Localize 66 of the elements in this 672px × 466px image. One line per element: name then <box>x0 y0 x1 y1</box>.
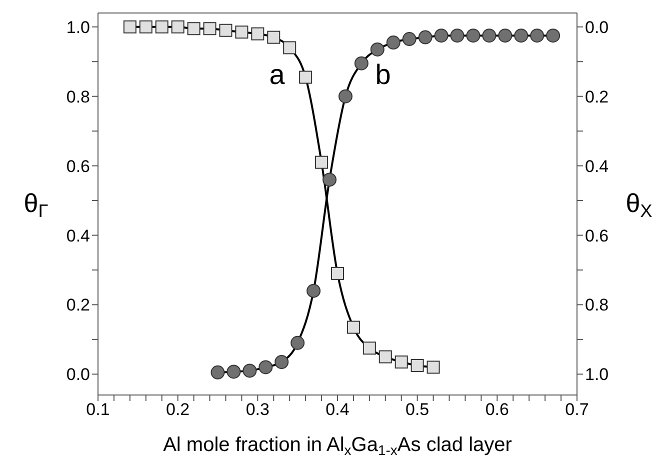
point <box>322 172 337 187</box>
point <box>514 28 528 43</box>
point <box>370 42 384 56</box>
x-tick-label: 0.3 <box>246 400 270 420</box>
point <box>498 28 512 43</box>
point <box>378 350 392 364</box>
point <box>338 89 352 104</box>
point <box>315 156 328 169</box>
point <box>219 24 232 37</box>
point <box>171 20 184 34</box>
x-tick-label: 0.1 <box>86 400 110 420</box>
y2-tick-label: 0.6 <box>585 226 609 246</box>
point <box>226 364 241 379</box>
y2-axis-title: θ$_{X}$ <box>626 188 652 222</box>
y2-tick-label: 0.0 <box>585 18 609 37</box>
x-axis-title: Al mole fraction in Al$_{x}$Ga$_{1-x}$As clad layer <box>163 434 512 458</box>
point <box>267 30 280 44</box>
annotation: a <box>269 59 286 90</box>
point <box>251 27 264 40</box>
point <box>210 365 225 380</box>
y2-tick-label: 0.2 <box>585 87 609 106</box>
y-axis-title: θ$_{Γ}$ <box>24 188 48 222</box>
y-tick-label: 1.0 <box>66 18 90 37</box>
y-tick-label: 0.6 <box>66 156 90 176</box>
point <box>242 364 257 378</box>
point <box>394 356 408 369</box>
point <box>530 28 544 43</box>
point <box>235 26 248 39</box>
point <box>139 20 152 34</box>
point <box>450 28 464 43</box>
y2-tick-label: 0.4 <box>585 156 609 176</box>
point <box>402 32 416 46</box>
y-tick-label: 0.8 <box>66 87 90 106</box>
point <box>331 266 344 280</box>
point <box>362 342 376 355</box>
y-tick-label: 0.2 <box>66 296 90 315</box>
y2-tick-label: 1.0 <box>585 365 609 384</box>
point <box>434 28 448 43</box>
x-tick-label: 0.7 <box>565 400 589 420</box>
point <box>203 22 216 36</box>
point <box>386 36 400 50</box>
annotation: b <box>375 59 391 90</box>
point <box>299 70 312 84</box>
x-tick-label: 0.6 <box>485 400 509 420</box>
point <box>123 20 136 34</box>
point <box>354 56 368 70</box>
point <box>306 284 321 298</box>
point <box>187 22 200 36</box>
point <box>546 28 560 43</box>
point <box>346 320 360 334</box>
point <box>426 360 440 374</box>
point <box>466 28 480 43</box>
point <box>410 358 424 372</box>
point <box>258 360 273 374</box>
point <box>418 30 432 44</box>
x-tick-label: 0.2 <box>166 400 190 420</box>
point <box>155 20 168 34</box>
y-tick-label: 0.4 <box>66 226 90 246</box>
x-tick-label: 0.5 <box>406 400 430 420</box>
y2-tick-label: 0.8 <box>585 296 609 315</box>
point <box>283 41 296 54</box>
y-tick-label: 0.0 <box>66 365 90 384</box>
x-tick-label: 0.4 <box>326 400 350 420</box>
point <box>482 28 496 43</box>
point <box>290 336 305 350</box>
point <box>274 355 289 370</box>
